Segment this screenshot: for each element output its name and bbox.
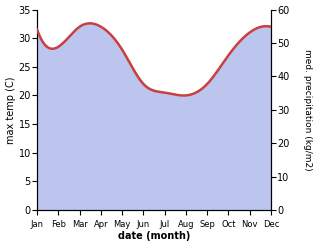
Y-axis label: max temp (C): max temp (C) bbox=[5, 76, 16, 144]
Y-axis label: med. precipitation (kg/m2): med. precipitation (kg/m2) bbox=[303, 49, 313, 171]
X-axis label: date (month): date (month) bbox=[118, 231, 190, 242]
